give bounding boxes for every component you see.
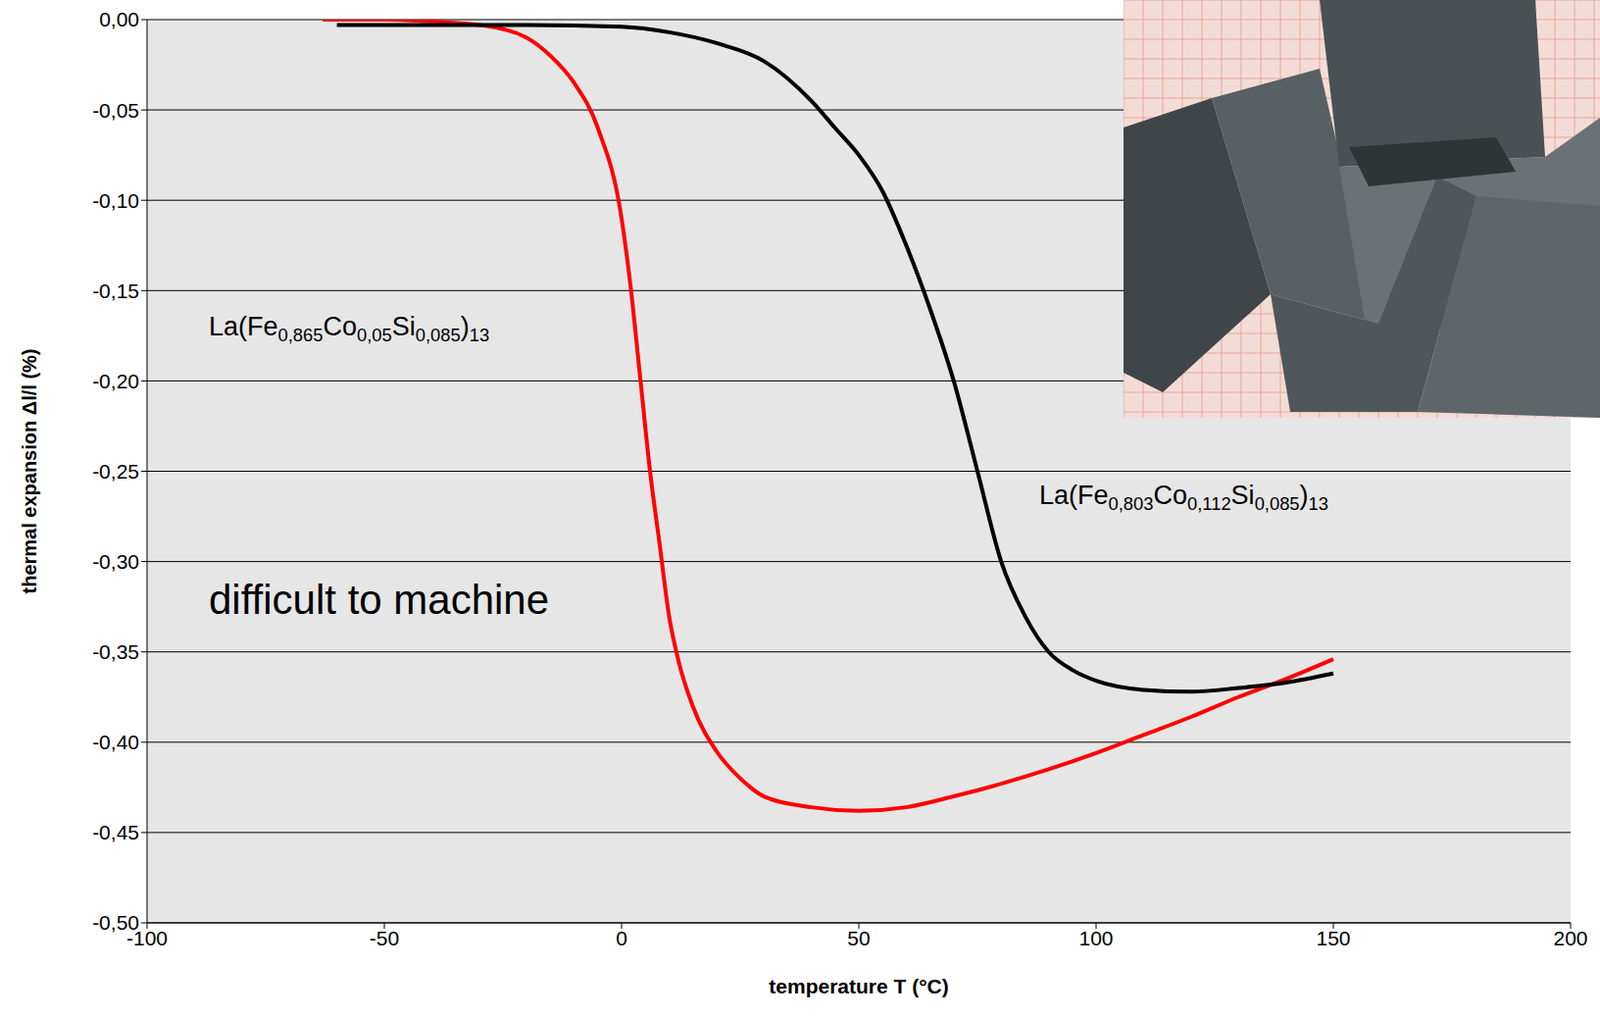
- svg-text:-0,05: -0,05: [92, 99, 140, 122]
- html-text:difficult to machine: difficult to machine: [208, 576, 550, 623]
- svg-text:-0,20: -0,20: [92, 369, 140, 393]
- svg-text:thermal expansion Δl/l (%): thermal expansion Δl/l (%): [18, 349, 41, 595]
- svg-text:-0,50: -0,50: [92, 910, 140, 934]
- svg-text:-100: -100: [126, 926, 168, 949]
- svg-text:0: 0: [615, 926, 628, 950]
- svg-text:50: 50: [847, 926, 870, 950]
- svg-text:150: 150: [1315, 926, 1350, 950]
- svg-text:-0,45: -0,45: [92, 820, 140, 844]
- svg-text:temperature T (°C): temperature T (°C): [768, 974, 949, 998]
- svg-text:200: 200: [1552, 926, 1588, 950]
- svg-text:100: 100: [1078, 926, 1113, 950]
- svg-text:-0,10: -0,10: [92, 189, 140, 212]
- html-text:La(Fe0,865Co0,05Si0,085)13: La(Fe0,865Co0,05Si0,085)13: [208, 311, 490, 346]
- svg-text:-0,40: -0,40: [92, 730, 140, 753]
- html-text:La(Fe0,803Co0,112Si0,085)13: La(Fe0,803Co0,112Si0,085)13: [1039, 480, 1329, 515]
- svg-text:-0,35: -0,35: [92, 640, 140, 663]
- svg-text:-50: -50: [369, 926, 400, 950]
- svg-text:0,00: 0,00: [99, 7, 140, 31]
- svg-text:-0,25: -0,25: [92, 459, 140, 483]
- svg-text:-0,15: -0,15: [92, 279, 140, 302]
- svg-text:-0,30: -0,30: [92, 550, 140, 573]
